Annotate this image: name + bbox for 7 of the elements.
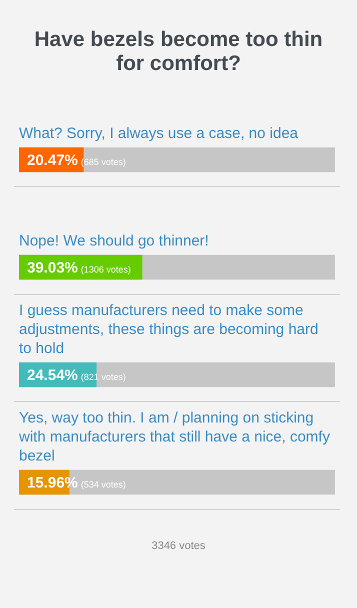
- chart-title: Have bezels become too thin for comfort?: [33, 27, 324, 76]
- text: 3346 votes: [150, 540, 206, 552]
- y-tick-label: Yes, way too thin. I am / planning on sticking with manufacturers that still have a nice, comfy bezel: [18, 410, 330, 465]
- data-label: 39.03% (1306 votes): [27, 259, 131, 276]
- y-tick-label: I guess manufacturers need to make some adjustments, these things are becoming hard to hold: [19, 302, 318, 358]
- y-tick-label: What? Sorry, I always use a case, no idea: [19, 125, 299, 142]
- y-tick-label: Nope! We should go thinner!: [19, 232, 209, 250]
